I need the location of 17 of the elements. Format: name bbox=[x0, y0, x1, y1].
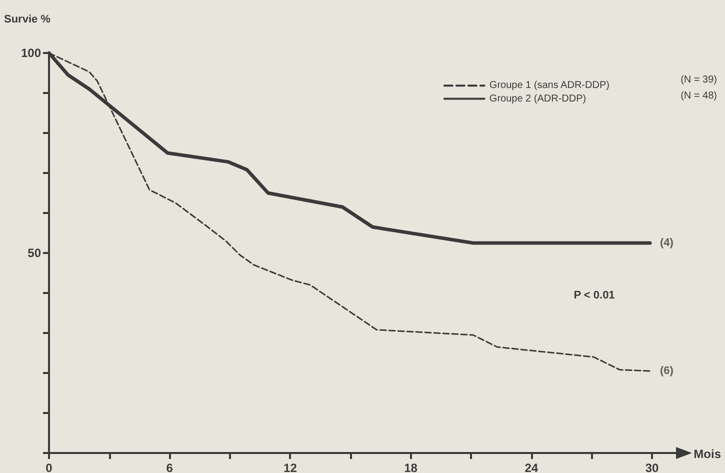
annotation: (4) bbox=[660, 237, 674, 249]
y-tick-label: 100 bbox=[20, 46, 42, 60]
x-tick-label: 0 bbox=[46, 461, 53, 473]
legend-label: Groupe 2 (ADR-DDP) bbox=[489, 93, 586, 104]
x-axis-title: Mois bbox=[694, 447, 722, 461]
x-tick-label: 18 bbox=[404, 461, 418, 473]
x-tick-label: 30 bbox=[645, 461, 659, 473]
x-tick-label: 12 bbox=[284, 461, 298, 473]
text: (N = 39) bbox=[680, 74, 718, 86]
legend-label: Groupe 1 (sans ADR-DDP) bbox=[489, 80, 610, 92]
x-tick-label: 6 bbox=[166, 461, 174, 473]
y-axis-title: Survie % bbox=[4, 14, 51, 26]
annotation: P < 0.01 bbox=[574, 290, 615, 302]
text: (N = 48) bbox=[680, 90, 718, 102]
y-tick-label: 50 bbox=[28, 246, 42, 260]
x-tick-label: 24 bbox=[524, 461, 538, 473]
annotation: (6) bbox=[660, 365, 674, 377]
